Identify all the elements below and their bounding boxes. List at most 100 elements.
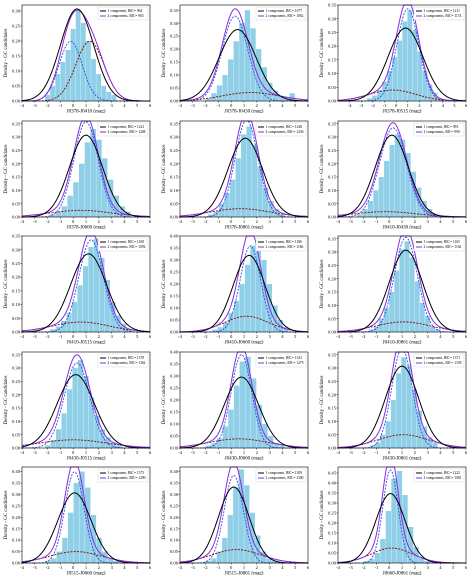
y-tick-label: 0.25 (170, 270, 179, 275)
x-tick-label: 0 (72, 565, 75, 570)
x-tick-label: 2 (256, 103, 259, 108)
y-tick-label: 0.20 (170, 397, 179, 402)
hist-bar (252, 144, 258, 217)
y-tick-label: 0.00 (328, 214, 337, 219)
hist-bar (400, 139, 406, 217)
hist-bar (86, 41, 91, 101)
y-tick-label: 0.15 (170, 526, 179, 531)
hist-bar (411, 388, 417, 448)
hist-bar (268, 200, 274, 217)
hist-bar (402, 21, 408, 102)
hist-bar (239, 284, 245, 332)
gaussian-component-1-curve (22, 471, 150, 564)
histogram-panel: -4 -3 -2 -1 0 1 2 3 4 5 6 0.00 0.05 0.10 0.15 0.20 0.25 0… (318, 463, 470, 575)
x-axis-label: J0410-J0660 (mag) (225, 341, 264, 345)
legend-label: 1 component, BIC= 964 (108, 9, 143, 14)
x-tick-label: 3 (426, 450, 429, 455)
histogram-panel: -4 -3 -2 -1 0 1 2 3 4 5 6 0.00 0.05 0.10 0.15 0.20 0.25 0… (318, 348, 470, 460)
y-tick-label: 0.20 (328, 276, 337, 281)
y-axis-label: Density - GC candidates (162, 28, 167, 77)
hist-bar (84, 141, 91, 217)
y-tick-label: 0.30 (328, 250, 337, 255)
hist-bar (50, 439, 56, 448)
x-tick-label: 6 (465, 103, 468, 108)
hist-bar (432, 442, 438, 448)
x-tick-label: 5 (294, 334, 297, 339)
x-tick-label: 3 (268, 334, 271, 339)
one-component-curve (21, 134, 151, 217)
y-tick-label: 0.25 (328, 263, 337, 268)
hist-bar (116, 444, 122, 448)
histogram-panel: -4 -3 -2 -1 0 1 2 3 4 5 6 0.00 0.05 0.10 0.15 0.20 0.25 0… (318, 117, 470, 229)
legend-label: 1 component, BIC= 1323 (266, 356, 303, 361)
histogram-chart: -4 -3 -2 -1 0 1 2 3 4 5 6 0.00 0.05 0.10 0.15 0.20 0.25 0… (4, 351, 152, 460)
x-tick-label: -3 (191, 334, 196, 339)
hist-bar (107, 179, 114, 217)
x-tick-label: -1 (374, 219, 379, 224)
x-tick-label: 2 (414, 219, 417, 224)
y-tick-label: 0.05 (170, 433, 179, 438)
y-tick-label: 0.10 (170, 73, 179, 78)
y-tick-label: 0.10 (12, 69, 21, 74)
hist-bar (66, 388, 73, 448)
x-tick-label: -2 (46, 450, 51, 455)
hist-bar (72, 301, 78, 332)
hist-bar (113, 195, 119, 217)
y-tick-label: 0.30 (328, 134, 337, 139)
y-tick-label: 0.20 (12, 39, 21, 44)
axes-frame (337, 4, 467, 102)
y-tick-label: 0.35 (328, 236, 337, 241)
x-tick-label: -4 (20, 103, 25, 108)
hist-bar (96, 139, 102, 217)
hist-bar (272, 305, 278, 332)
x-tick-label: 5 (136, 219, 139, 224)
x-tick-label: 4 (281, 450, 284, 455)
hist-bar (425, 316, 430, 332)
hist-bar (217, 327, 223, 332)
x-tick-label: 5 (452, 334, 455, 339)
hist-bar (230, 179, 236, 217)
x-tick-label: -4 (178, 219, 183, 224)
hist-bar (228, 59, 234, 101)
one-component-curve (179, 137, 309, 217)
hist-bar (45, 444, 51, 448)
hist-bar (62, 537, 68, 563)
y-tick-label: 0.00 (170, 445, 179, 450)
x-tick-label: -1 (216, 103, 221, 108)
x-tick-label: 6 (465, 219, 468, 224)
hist-bar (61, 412, 67, 448)
y-tick-label: 0.30 (12, 492, 21, 497)
hist-bar (357, 213, 363, 217)
hist-bar (99, 428, 106, 448)
one-component-curve (337, 27, 467, 102)
x-tick-label: 5 (294, 103, 297, 108)
hist-bar (422, 426, 428, 448)
y-tick-label: 0.15 (328, 290, 337, 295)
hist-bar (83, 375, 89, 448)
y-tick-label: 0.25 (12, 261, 21, 266)
hist-bar (245, 356, 251, 448)
y-tick-label: 0.35 (170, 361, 179, 366)
hist-bar (65, 50, 71, 101)
x-tick-label: 5 (452, 450, 455, 455)
y-tick-label: 0.15 (170, 294, 179, 299)
hist-bar (61, 205, 68, 217)
hist-bar (250, 245, 256, 332)
hist-bar (77, 359, 84, 448)
y-tick-label: 0.30 (170, 21, 179, 26)
x-tick-label: -1 (216, 450, 221, 455)
hist-bar (263, 187, 269, 217)
x-tick-label: 3 (426, 565, 429, 570)
x-tick-label: 3 (110, 334, 113, 339)
x-tick-label: 5 (136, 103, 139, 108)
x-axis-label: J0410-J0515 (mag) (67, 341, 106, 345)
x-tick-label: -2 (362, 219, 367, 224)
x-tick-label: 3 (110, 103, 113, 108)
y-tick-label: 0.30 (12, 365, 21, 370)
x-tick-label: 1 (243, 219, 246, 224)
y-tick-label: 0.00 (170, 99, 179, 104)
hist-bar (45, 95, 50, 101)
